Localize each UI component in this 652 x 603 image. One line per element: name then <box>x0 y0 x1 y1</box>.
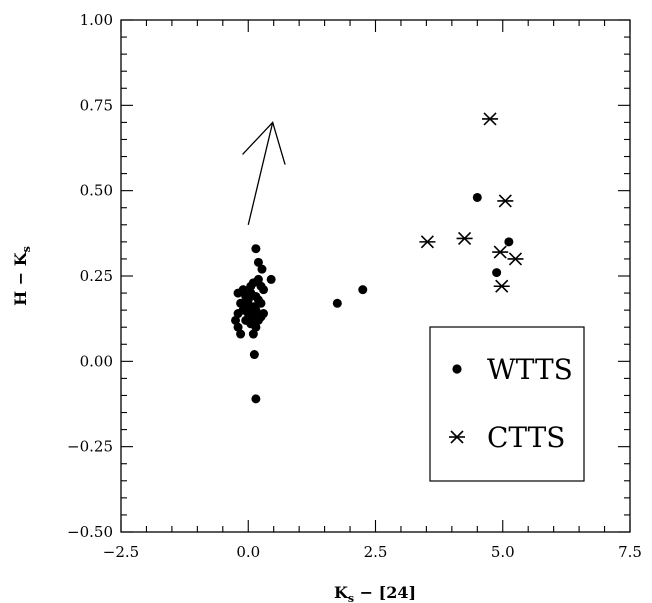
legend-box <box>429 326 585 482</box>
y-tick-label: 1.00 <box>80 11 113 29</box>
axes-frame <box>120 19 631 533</box>
wtts-point <box>251 394 261 404</box>
x-tick-label: 0.0 <box>236 543 260 561</box>
wtts-point <box>241 302 251 312</box>
wtts-point <box>504 237 514 247</box>
legend-wtts-label: WTTS <box>487 353 573 386</box>
y-axis-label-main: H − K <box>11 251 30 306</box>
wtts-point <box>332 298 342 308</box>
x-axis-label-main: K <box>334 583 349 602</box>
data-points <box>231 112 524 404</box>
x-axis-label-rest: − [24] <box>354 583 416 602</box>
y-tick-label: 0.00 <box>80 352 113 370</box>
ctts-point <box>482 112 499 126</box>
wtts-point <box>249 350 259 360</box>
y-axis-label: H − Ks <box>11 246 33 306</box>
y-axis-ticks: −0.50 −0.25 0.00 0.25 0.50 0.75 1.00 <box>67 11 630 541</box>
wtts-point <box>259 285 269 295</box>
y-tick-label: 0.50 <box>80 182 113 200</box>
wtts-point <box>257 264 267 274</box>
wtts-point <box>233 322 243 332</box>
x-tick-label: 2.5 <box>364 543 388 561</box>
legend-ctts-label: CTTS <box>487 421 565 454</box>
ctts-point <box>493 279 510 293</box>
y-tick-label: −0.50 <box>67 523 113 541</box>
wtts-point <box>266 274 276 284</box>
wtts-point <box>251 244 261 254</box>
wtts-point <box>238 285 248 295</box>
wtts-point <box>492 268 502 278</box>
arrow-shaft <box>247 122 274 225</box>
ctts-point <box>492 245 509 259</box>
x-tick-label: 5.0 <box>491 543 515 561</box>
wtts-point <box>231 315 241 325</box>
legend-wtts-marker <box>452 364 462 374</box>
y-axis-label-sub: s <box>20 246 33 252</box>
y-tick-label: 0.75 <box>80 96 113 114</box>
ctts-point <box>419 235 436 249</box>
arrow-head <box>242 121 286 165</box>
x-axis-label: Ks − [24] <box>334 583 416 603</box>
wtts-point <box>253 315 263 325</box>
x-axis-ticks: −2.5 0.0 2.5 5.0 7.5 <box>103 20 642 561</box>
legend-ctts-marker <box>449 430 465 444</box>
ctts-point <box>497 194 514 208</box>
wtts-point <box>253 257 263 267</box>
x-tick-label: 7.5 <box>618 543 642 561</box>
x-axis-label-sub: s <box>348 592 354 603</box>
wtts-point <box>243 295 253 305</box>
y-tick-label: 0.25 <box>80 267 113 285</box>
wtts-point <box>358 285 368 295</box>
y-tick-label: −0.25 <box>67 438 113 456</box>
ctts-point <box>507 252 524 266</box>
x-tick-label: −2.5 <box>103 543 139 561</box>
plot-frame <box>120 19 631 533</box>
wtts-point <box>246 281 256 291</box>
wtts-point <box>256 298 266 308</box>
wtts-point <box>251 305 261 315</box>
legend: WTTS CTTS <box>429 326 585 482</box>
wtts-point <box>472 192 482 202</box>
wtts-point <box>248 329 258 339</box>
ctts-point <box>456 231 473 246</box>
wtts-point <box>236 329 246 339</box>
wtts-point <box>233 309 243 319</box>
reddening-arrow <box>242 121 286 225</box>
wtts-point <box>251 322 261 332</box>
